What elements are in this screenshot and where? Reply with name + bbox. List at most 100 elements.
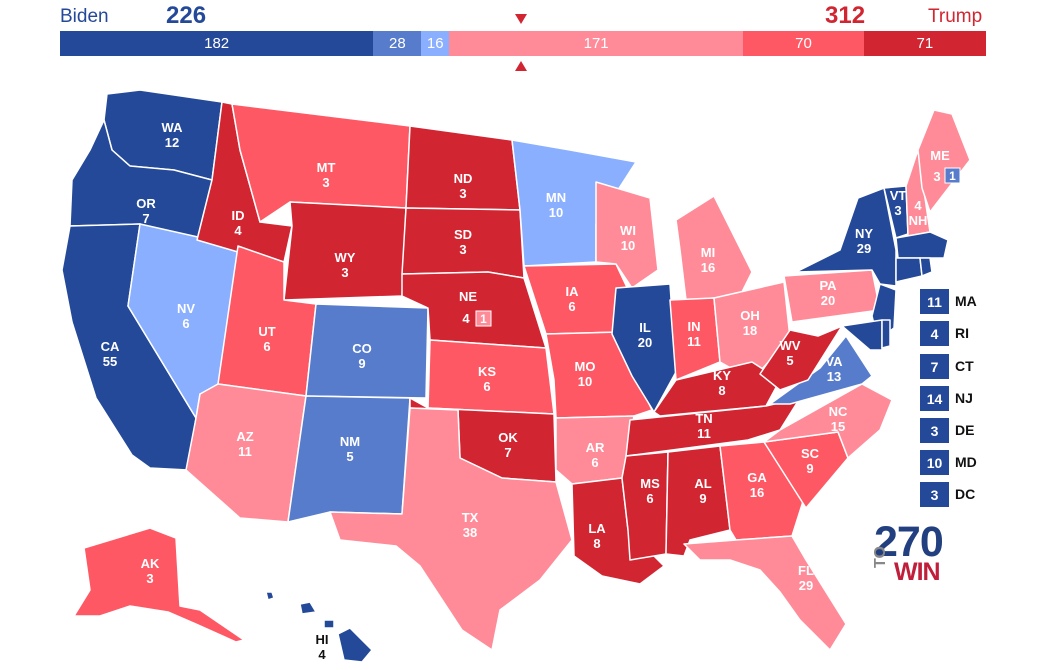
- label-CO-ev: 9: [358, 356, 365, 371]
- label-SD-ev: 3: [459, 242, 466, 257]
- label-NY: NY 29: [855, 226, 873, 256]
- label-PA-ev: 20: [821, 293, 835, 308]
- label-OR-ev: 7: [142, 211, 149, 226]
- label-GA: GA 16: [747, 470, 767, 500]
- label-VT: VT 3: [890, 188, 907, 218]
- 270towin-logo[interactable]: 270 TO WIN: [872, 518, 952, 588]
- small-state-abbr: DC: [955, 486, 976, 502]
- district-box-ME[interactable]: 1: [944, 167, 961, 184]
- label-UT-ev: 6: [263, 339, 270, 354]
- state-AL[interactable]: [665, 445, 731, 557]
- label-OR: OR 7: [136, 196, 156, 226]
- label-VA-ev: 13: [827, 369, 841, 384]
- label-KY: KY 8: [713, 368, 731, 398]
- label-IA-abbr: IA: [566, 284, 580, 299]
- label-FL: FL 29: [798, 563, 814, 593]
- majority-marker-top-icon: [515, 14, 527, 24]
- label-OK: OK 7: [498, 430, 518, 460]
- state-RI[interactable]: [919, 257, 933, 277]
- state-DE[interactable]: [881, 319, 891, 349]
- state-ME[interactable]: [917, 109, 971, 213]
- label-IN: IN 11: [687, 319, 701, 349]
- label-ME-abbr: ME: [930, 148, 950, 163]
- state-HI[interactable]: [337, 627, 373, 663]
- state-TX[interactable]: [329, 407, 573, 651]
- label-WY-abbr: WY: [335, 250, 356, 265]
- electoral-vote-bar: 182 28 16 171 70 71: [60, 31, 986, 56]
- label-MO-abbr: MO: [575, 359, 596, 374]
- state-AK[interactable]: [73, 527, 245, 643]
- district-box-NE[interactable]: 1: [475, 310, 492, 327]
- state-CO[interactable]: [305, 303, 429, 399]
- label-TX-ev: 38: [463, 525, 477, 540]
- label-OK-ev: 7: [504, 445, 511, 460]
- label-LA-abbr: LA: [588, 521, 606, 536]
- state-WY[interactable]: [283, 201, 407, 301]
- label-TN: TN 11: [695, 411, 712, 441]
- state-HI-maui[interactable]: [323, 619, 335, 629]
- label-IA-ev: 6: [568, 299, 575, 314]
- label-IN-ev: 11: [687, 334, 701, 349]
- label-IL-ev: 20: [638, 335, 652, 350]
- label-KY-ev: 8: [718, 383, 725, 398]
- label-MI-ev: 16: [701, 260, 715, 275]
- label-HI-abbr: HI: [316, 632, 329, 647]
- label-AZ-ev: 11: [238, 444, 252, 459]
- label-TX: TX 38: [462, 510, 479, 540]
- small-state-ev-box: 4: [920, 321, 949, 346]
- svg-text:1: 1: [480, 312, 487, 326]
- small-state-ev-box: 7: [920, 354, 949, 379]
- bar-segment-safe_d: 182: [60, 31, 374, 56]
- label-AL: AL 9: [694, 476, 711, 506]
- label-OH-abbr: OH: [740, 308, 760, 323]
- label-MS-ev: 6: [646, 491, 653, 506]
- state-VA[interactable]: [769, 335, 873, 405]
- label-GA-abbr: GA: [747, 470, 767, 485]
- state-MA[interactable]: [895, 231, 949, 259]
- state-MS[interactable]: [621, 451, 669, 561]
- label-KS-ev: 6: [483, 379, 490, 394]
- label-WV: WV 5: [780, 338, 801, 368]
- label-KY-abbr: KY: [713, 368, 731, 383]
- label-KS-abbr: KS: [478, 364, 496, 379]
- dem-electoral-votes: 226: [166, 2, 207, 29]
- bar-segment-likely_r: 70: [743, 31, 864, 56]
- label-NV-ev: 6: [182, 316, 189, 331]
- state-CT[interactable]: [895, 257, 923, 283]
- rep-electoral-votes: 312: [825, 2, 866, 29]
- label-CA-abbr: CA: [101, 339, 120, 354]
- label-LA: LA 8: [588, 521, 606, 551]
- state-NY[interactable]: [795, 187, 897, 287]
- label-NV: NV 6: [177, 301, 195, 331]
- label-ME: ME 3: [930, 148, 950, 184]
- small-state-ev-box: 3: [920, 418, 949, 443]
- state-MD[interactable]: [841, 319, 883, 351]
- label-OR-abbr: OR: [136, 196, 156, 211]
- label-IA: IA 6: [566, 284, 580, 314]
- label-AL-abbr: AL: [694, 476, 711, 491]
- label-NM-abbr: NM: [340, 434, 360, 449]
- label-WA-abbr: WA: [162, 120, 184, 135]
- label-TX-abbr: TX: [462, 510, 479, 525]
- label-NM-ev: 5: [346, 449, 353, 464]
- label-NE-ev: 4: [462, 311, 470, 326]
- label-MI: MI 16: [701, 245, 715, 275]
- bar-segment-lean_d: 16: [421, 31, 449, 56]
- label-AZ: AZ 11: [236, 429, 253, 459]
- label-PA: PA 20: [819, 278, 837, 308]
- small-state-abbr: CT: [955, 358, 974, 374]
- label-ID-abbr: ID: [232, 208, 245, 223]
- rep-candidate-name: Trump: [928, 6, 983, 27]
- state-HI-oahu[interactable]: [299, 601, 317, 615]
- label-IL: IL 20: [638, 320, 652, 350]
- label-SC: SC 9: [801, 446, 820, 476]
- state-FL[interactable]: [683, 535, 847, 651]
- state-NC[interactable]: [763, 383, 893, 459]
- state-HI-kauai[interactable]: [265, 591, 275, 601]
- small-state-abbr: DE: [955, 422, 975, 438]
- label-SC-ev: 9: [806, 461, 813, 476]
- logo-number: 270: [874, 518, 944, 566]
- label-AK-ev: 3: [146, 571, 153, 586]
- label-WY: WY 3: [335, 250, 356, 280]
- small-state-abbr: MD: [955, 454, 977, 470]
